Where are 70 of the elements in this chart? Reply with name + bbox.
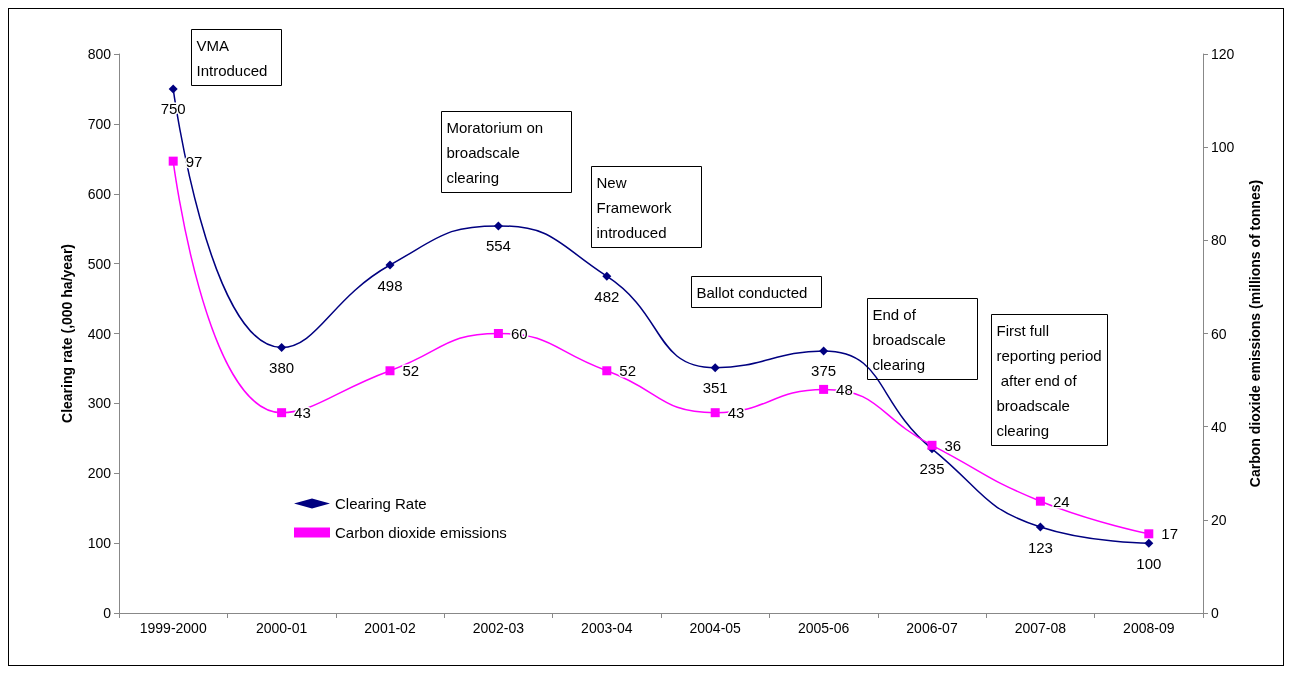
y-tick-label: 200	[87, 465, 112, 482]
point	[277, 408, 287, 418]
point	[1035, 522, 1045, 532]
y-tick-label: 700	[87, 115, 112, 132]
x-tick-label: 2001-02	[364, 620, 416, 636]
point	[819, 346, 829, 356]
data-label: 24	[1052, 492, 1070, 510]
point	[277, 342, 287, 352]
legend-label: Carbon dioxide emissions	[335, 524, 507, 541]
legend-label: Clearing Rate	[335, 495, 427, 512]
y-tick-label: 600	[87, 185, 112, 202]
x-tick-label: 2005-06	[797, 620, 850, 636]
y2-tick-label: 40	[1211, 418, 1227, 435]
y2-tick-label: 0	[1211, 605, 1219, 621]
point	[927, 440, 937, 450]
data-label: 498	[377, 276, 403, 294]
data-label: 97	[185, 152, 203, 170]
point	[1144, 538, 1154, 548]
x-tick-label: 2003-04	[581, 620, 633, 636]
data-label: 375	[811, 362, 837, 380]
point	[602, 271, 612, 281]
point	[385, 260, 395, 270]
data-label: 52	[619, 362, 636, 380]
x-tick-label: 2002-03	[472, 620, 525, 636]
y-tick-label: 300	[87, 395, 112, 412]
y2-tick-label: 120	[1211, 46, 1235, 62]
point	[819, 384, 829, 394]
data-label: 482	[594, 287, 620, 305]
annotation: End of broadscale clearing	[872, 305, 951, 373]
annotation: Moratorium on broadscale clearing	[446, 118, 548, 186]
point	[710, 363, 720, 373]
point	[1035, 496, 1045, 506]
point	[168, 84, 178, 94]
y2-axis-title: Carbon dioxide emissions (millions of tonnes)	[1247, 179, 1263, 488]
point	[493, 221, 503, 231]
annotation: New Framework introduced	[596, 173, 676, 241]
data-label: 380	[269, 358, 295, 376]
annotation: Ballot conducted	[696, 283, 808, 301]
y2-tick-label: 100	[1211, 139, 1235, 156]
point	[168, 156, 178, 166]
y2-tick-label: 80	[1211, 232, 1227, 249]
point	[602, 366, 612, 376]
y-tick-label: 400	[87, 325, 112, 342]
y-tick-label: 800	[87, 46, 112, 62]
x-tick-label: 2007-08	[1014, 620, 1067, 636]
y-tick-label: 100	[87, 535, 112, 552]
x-tick-label: 2004-05	[689, 620, 742, 636]
y-tick-label: 500	[87, 255, 112, 272]
annotation: First full reporting period after end of broadscale clearing	[996, 321, 1102, 439]
x-tick-label: 2006-07	[906, 620, 958, 636]
data-label: 554	[485, 237, 511, 255]
data-label: 123	[1027, 538, 1053, 556]
data-label: 351	[702, 379, 728, 397]
data-label: 17	[1161, 525, 1178, 543]
y-tick-label: 0	[103, 605, 112, 621]
point	[710, 408, 720, 418]
point	[385, 366, 395, 376]
y2-tick-label: 60	[1211, 325, 1227, 342]
x-tick-label: 2008-09	[1123, 620, 1175, 636]
point	[1144, 529, 1154, 539]
data-label: 36	[944, 436, 962, 454]
y2-tick-label: 20	[1211, 511, 1227, 528]
x-tick-label: 1999-2000	[139, 620, 207, 636]
x-tick-label: 2000-01	[255, 620, 308, 636]
annotation: VMA Introduced	[196, 36, 268, 79]
y-axis-title: Clearing rate (,000 ha/year)	[59, 244, 75, 423]
data-label: 52	[402, 362, 420, 380]
data-label: 235	[919, 460, 945, 478]
point	[493, 329, 503, 338]
data-label: 100	[1136, 554, 1162, 572]
